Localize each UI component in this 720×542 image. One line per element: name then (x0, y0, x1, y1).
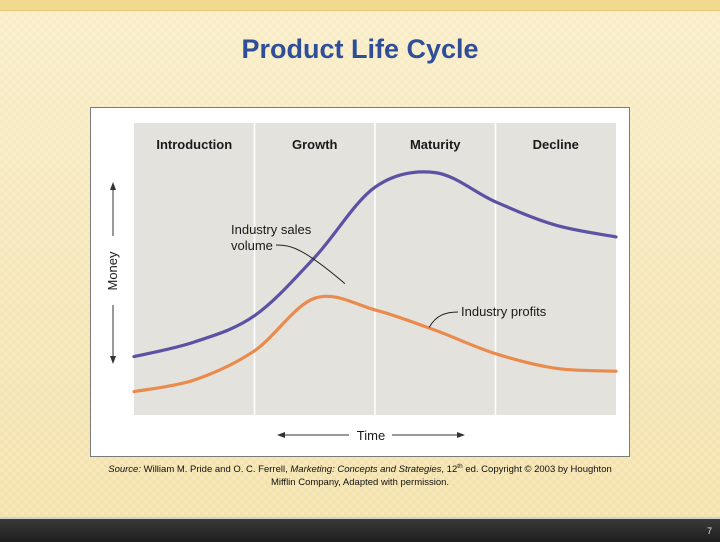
y-axis-arrowhead-down (110, 356, 116, 364)
stage-label-decline: Decline (533, 137, 579, 152)
top-stripe (0, 0, 720, 11)
caption-edition: , 12 (441, 464, 458, 475)
stage-label-growth: Growth (292, 137, 338, 152)
x-axis-label: Time (357, 428, 385, 443)
caption-copyright: ed. Copyright © 2003 by Houghton (462, 464, 612, 475)
source-caption: Source: William M. Pride and O. C. Ferre… (60, 463, 660, 489)
figure-frame: Introduction Growth Maturity Decline Industr… (90, 107, 630, 457)
leader-line-sales (275, 244, 346, 284)
y-axis-arrowhead-up (110, 182, 116, 190)
x-axis-arrowhead-right (457, 432, 465, 438)
caption-authors: William M. Pride and O. C. Ferrell, (140, 464, 291, 475)
product-life-cycle-chart: Introduction Growth Maturity Decline Industr… (105, 123, 618, 443)
stage-label-maturity: Maturity (410, 137, 461, 152)
caption-line-1: Source: William M. Pride and O. C. Ferre… (60, 463, 660, 476)
slide-number: 7 (706, 526, 712, 536)
caption-book-title: Marketing: Concepts and Strategies (290, 464, 442, 475)
caption-superscript: th (457, 463, 463, 470)
y-axis-label: Money (105, 251, 120, 291)
caption-source-label: Source: (108, 464, 141, 475)
series-line-sales (132, 170, 618, 359)
bottom-bar: 7 (0, 517, 720, 542)
series-label-sales: Industry sales (231, 222, 312, 237)
leader-line-profits (428, 311, 459, 328)
slide-title: Product Life Cycle (241, 34, 479, 64)
caption-line-2: Mifflin Company, Adapted with permission… (270, 477, 450, 488)
x-axis-arrowhead-left (277, 432, 285, 438)
series-label-sales-line2: volume (231, 238, 273, 253)
stage-label-introduction: Introduction (156, 137, 232, 152)
series-line-profits (132, 294, 618, 394)
series-label-profits: Industry profits (461, 304, 547, 319)
